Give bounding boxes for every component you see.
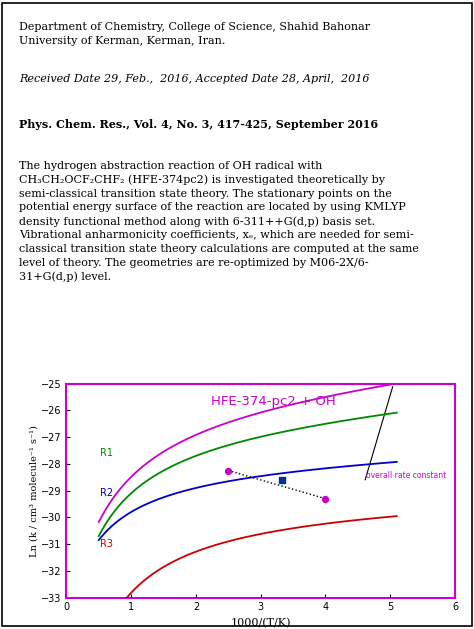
Text: Phys. Chem. Res., Vol. 4, No. 3, 417-425, September 2016: Phys. Chem. Res., Vol. 4, No. 3, 417-425… — [19, 120, 378, 130]
Text: R1: R1 — [100, 448, 113, 458]
Text: The hydrogen abstraction reaction of OH radical with
CH₃CH₂OCF₂CHF₂ (HFE-374pc2): The hydrogen abstraction reaction of OH … — [19, 161, 419, 282]
Y-axis label: Ln (k / cm³ molecule⁻¹ s⁻¹): Ln (k / cm³ molecule⁻¹ s⁻¹) — [29, 425, 38, 557]
Text: Received Date 29, Feb.,  2016, Accepted Date 28, April,  2016: Received Date 29, Feb., 2016, Accepted D… — [19, 74, 369, 84]
Point — [279, 475, 286, 485]
Text: Department of Chemistry, College of Science, Shahid Bahonar
University of Kerman: Department of Chemistry, College of Scie… — [19, 22, 370, 45]
Point — [225, 465, 232, 476]
Text: overall rate constant: overall rate constant — [365, 472, 446, 481]
X-axis label: 1000/(T/K): 1000/(T/K) — [230, 618, 291, 628]
Text: R2: R2 — [100, 488, 113, 498]
Text: HFE-374-pc2 + OH: HFE-374-pc2 + OH — [211, 394, 336, 408]
Text: R3: R3 — [100, 539, 113, 548]
Point — [322, 494, 329, 504]
